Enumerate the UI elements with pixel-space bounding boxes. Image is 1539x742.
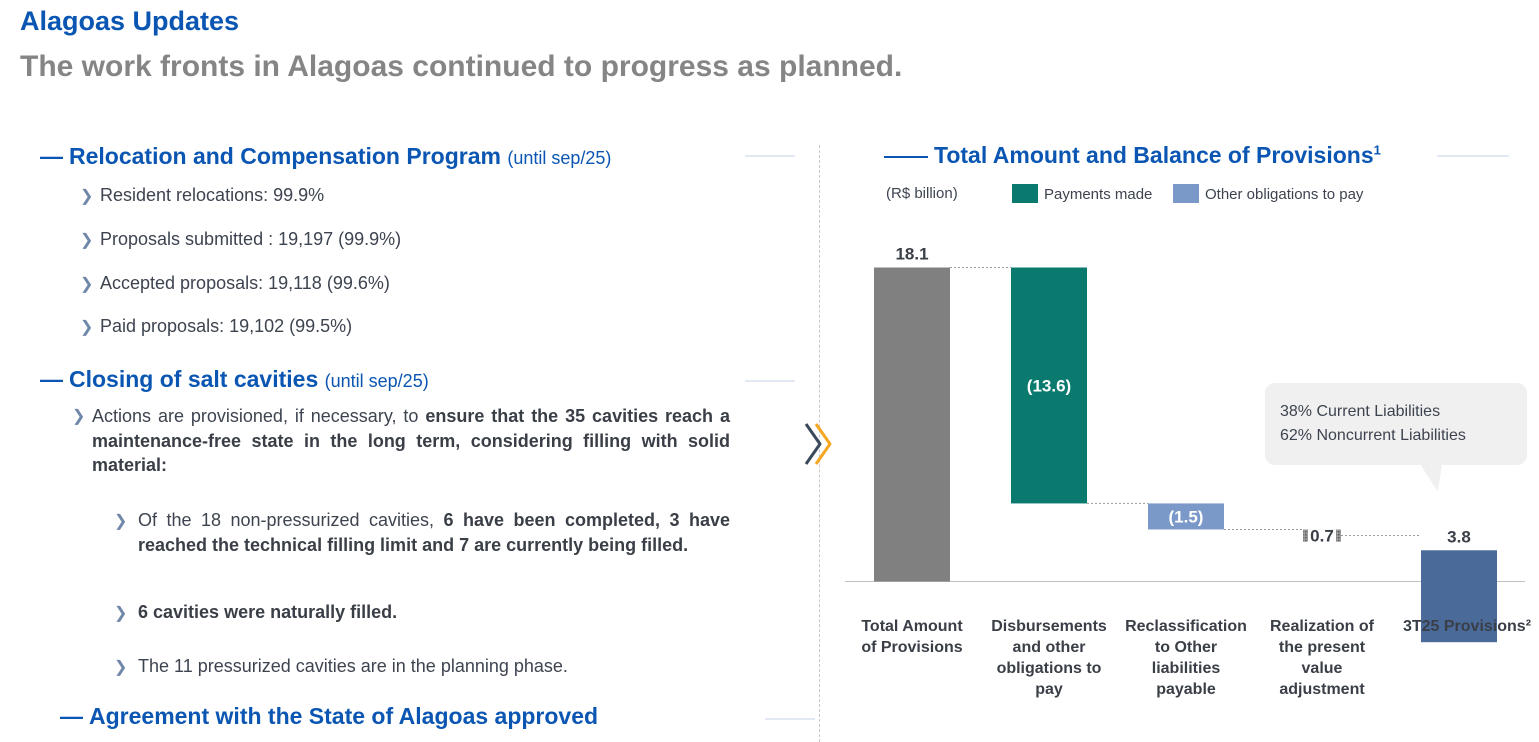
braskem-arrow-icon	[804, 423, 832, 465]
data-label: (13.6)	[1027, 377, 1071, 396]
cavities-sub-item: The 11 pressurized cavities are in the p…	[138, 656, 568, 676]
category-label: Realization of	[1270, 618, 1375, 635]
legend-label-payments: Payments made	[1044, 186, 1153, 203]
bar-1	[874, 267, 950, 582]
title-divider-line	[1437, 155, 1509, 157]
category-label: 3T25 Provisions²	[1403, 618, 1531, 635]
relocation-title-suffix: (until sep/25)	[507, 148, 612, 168]
label-background	[1308, 529, 1336, 545]
chevron-right-icon: ❯	[80, 276, 94, 293]
category-label: value	[1302, 660, 1343, 677]
cavities-title-text: Closing of salt cavities	[69, 366, 319, 392]
chevron-right-icon: ❯	[80, 188, 94, 205]
category-label: Total Amount	[861, 618, 963, 635]
chevron-right-icon: ❯	[114, 513, 128, 530]
callout-current-liabilities: 38% Current Liabilities	[1280, 403, 1441, 420]
category-label: and other	[1013, 639, 1086, 656]
data-label: 18.1	[895, 245, 928, 264]
title-dash-icon	[884, 155, 928, 158]
legend-label-other: Other obligations to pay	[1205, 186, 1364, 203]
category-label: to Other	[1155, 639, 1217, 656]
data-label: (1.5)	[1169, 507, 1204, 526]
relocation-title-text: Relocation and Compensation Program	[69, 143, 501, 169]
bar-5	[1421, 550, 1497, 643]
data-label: 3.8	[1447, 527, 1471, 546]
list-item: ❯ Resident relocations: 99.9%	[80, 185, 325, 205]
bar-3	[1148, 503, 1224, 530]
relocation-section-title: — Relocation and Compensation Program (un…	[40, 143, 611, 170]
bar-2	[1011, 267, 1087, 504]
chevron-right-icon: ❯	[80, 232, 94, 249]
section-dash-icon: —	[40, 143, 63, 169]
cavities-section-title: — Closing of salt cavities (until sep/25)	[40, 366, 429, 393]
category-label: liabilities	[1152, 660, 1221, 677]
chevron-right-icon: ❯	[80, 319, 94, 336]
chart-title: Total Amount and Balance of Provisions1	[884, 142, 1381, 169]
cavities-intro: Actions are provisioned, if necessary, t…	[92, 406, 730, 475]
category-label: the present	[1279, 639, 1366, 656]
cavities-sub-item: 6 cavities were naturally filled.	[138, 602, 398, 622]
legend-swatch-payments	[1012, 184, 1038, 203]
liabilities-callout	[1265, 383, 1527, 465]
legend-swatch-other	[1173, 184, 1199, 203]
chevron-right-icon: ❯	[114, 659, 128, 676]
callout-tail	[1420, 464, 1442, 492]
cavities-title-suffix: (until sep/25)	[324, 371, 429, 391]
category-label: Reclassification	[1125, 618, 1247, 635]
section-divider-line	[765, 718, 815, 720]
list-item: ❯ Accepted proposals: 19,118 (99.6%)	[80, 273, 390, 293]
category-label: adjustment	[1279, 681, 1365, 698]
category-label: of Provisions	[861, 639, 962, 656]
agreement-section-title: — Agreement with the State of Alagoas app…	[60, 703, 598, 730]
agreement-title-text: Agreement with the State of Alagoas appr…	[89, 703, 599, 729]
list-item: ❯ Paid proposals: 19,102 (99.5%)	[80, 316, 353, 336]
category-label: Disbursements	[991, 618, 1107, 635]
section-divider-line	[745, 380, 795, 382]
category-label: pay	[1035, 681, 1063, 698]
category-label: obligations to	[997, 660, 1102, 677]
section-dash-icon: —	[40, 366, 63, 392]
data-label: 0.7	[1310, 527, 1334, 546]
section-divider-line	[745, 155, 795, 157]
page-title: Alagoas Updates	[20, 6, 240, 36]
chevron-right-icon: ❯	[114, 605, 128, 622]
chart-unit-label: (R$ billion)	[886, 185, 958, 202]
chevron-right-icon: ❯	[72, 408, 86, 425]
callout-noncurrent-liabilities: 62% Noncurrent Liabilities	[1280, 427, 1466, 444]
page-subtitle: The work fronts in Alagoas continued to …	[20, 50, 903, 83]
category-label: payable	[1156, 681, 1216, 698]
list-item: ❯ Proposals submitted : 19,197 (99.9%)	[80, 229, 402, 249]
cavities-sub-item: Of the 18 non-pressurized cavities, 6 ha…	[138, 510, 730, 555]
section-dash-icon: —	[60, 703, 83, 729]
